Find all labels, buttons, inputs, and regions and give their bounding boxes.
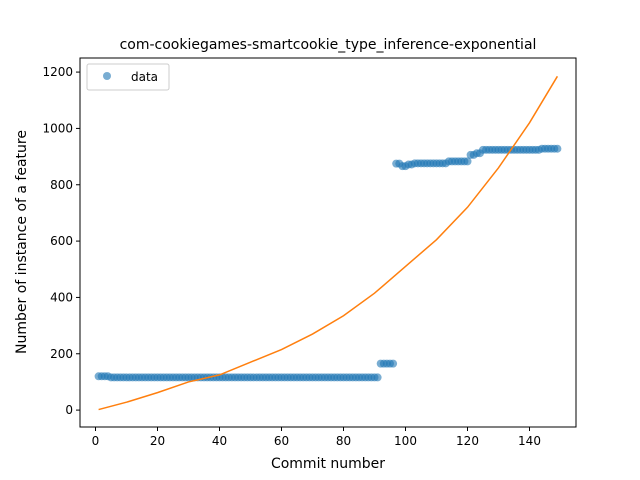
fit-line	[98, 75, 559, 411]
x-tick-label: 20	[150, 434, 165, 448]
y-tick-label: 400	[50, 290, 73, 304]
x-tick-label: 100	[394, 434, 417, 448]
plot-area	[94, 75, 562, 411]
x-tick-label: 120	[456, 434, 479, 448]
legend-box	[86, 63, 170, 91]
x-tick-label: 40	[212, 434, 227, 448]
x-axis-label: Commit number	[271, 456, 385, 472]
y-tick-label: 800	[50, 178, 73, 192]
y-tick-label: 0	[65, 403, 73, 417]
x-tick-label: 140	[518, 434, 541, 448]
data-point	[553, 144, 562, 153]
x-tick-label: 60	[274, 434, 289, 448]
data-points	[94, 144, 562, 382]
x-axis: 0 20 40 60 80 100 120 140	[92, 427, 541, 448]
chart-title: com-cookiegames-smartcookie_type_inferen…	[120, 37, 537, 53]
x-tick-label: 0	[92, 434, 100, 448]
y-tick-label: 200	[50, 347, 73, 361]
y-tick-label: 1200	[42, 65, 73, 79]
data-point	[463, 157, 472, 166]
legend-label-data: data	[131, 70, 158, 84]
y-tick-label: 1000	[42, 121, 73, 135]
y-tick-label: 600	[50, 234, 73, 248]
legend: data	[86, 63, 170, 91]
data-point	[389, 359, 398, 368]
plot-frame	[79, 57, 577, 428]
y-axis-label: Number of instance of a feature	[14, 130, 30, 354]
legend-marker-data	[103, 72, 111, 80]
y-axis: 0 200 400 600 800 1000 1200	[42, 65, 80, 417]
data-point	[373, 373, 382, 382]
x-tick-label: 80	[336, 434, 351, 448]
